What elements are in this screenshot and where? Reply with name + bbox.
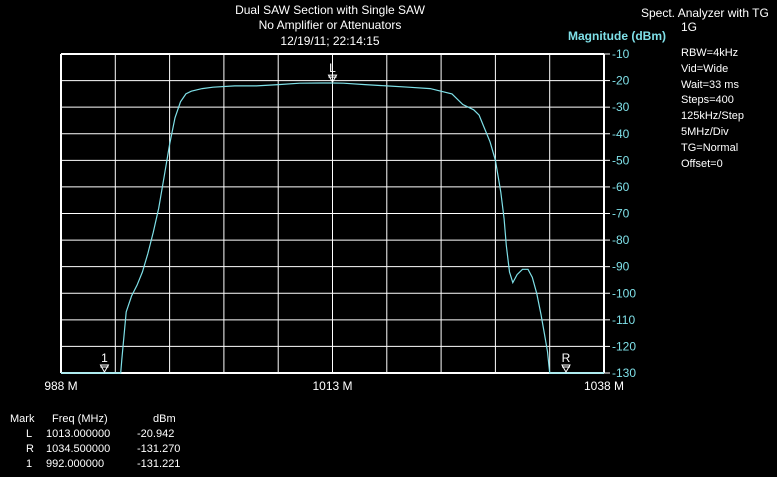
- analyzer-settings: RBW=4kHz Vid=Wide Wait=33 ms Steps=400 125kH…: [681, 46, 744, 172]
- y-tick-label: -120: [612, 339, 636, 353]
- marker-triangle: [561, 364, 571, 374]
- y-tick-label: -20: [612, 74, 630, 88]
- y-tick-label: -50: [612, 153, 630, 167]
- marker-label: 1: [101, 351, 108, 365]
- y-tick-label: -90: [612, 260, 630, 274]
- marker-header-freq: Freq (MHz): [52, 413, 108, 425]
- marker-header-dbm: dBm: [153, 413, 176, 425]
- analyzer-setting: 125kHz/Step: [681, 110, 744, 123]
- marker-row-dbm: -20.942: [137, 428, 175, 440]
- marker-row-dbm: -131.221: [137, 458, 181, 470]
- analyzer-subheading: 1G: [681, 20, 698, 34]
- y-tick-label: -60: [612, 180, 630, 194]
- x-tick-label: 988 M: [44, 379, 77, 393]
- analyzer-setting: Wait=33 ms: [681, 78, 739, 91]
- marker-label: R: [562, 351, 571, 365]
- x-tick-label: 1038 M: [584, 379, 624, 393]
- y-tick-label: -30: [612, 100, 630, 114]
- chart-title-line-2: No Amplifier or Attenuators: [258, 18, 402, 32]
- analyzer-setting: RBW=4kHz: [681, 47, 739, 59]
- y-axis-label: Magnitude (dBm): [568, 29, 666, 43]
- marker-row-mark: 1: [26, 458, 33, 470]
- y-tick-label: -110: [612, 313, 635, 327]
- analyzer-heading: Spect. Analyzer with TG: [641, 6, 769, 20]
- x-tick-label: 1013 M: [312, 379, 352, 393]
- analyzer-setting: Vid=Wide: [681, 62, 729, 75]
- y-tick-label: -40: [612, 127, 630, 141]
- spectrum-trace: [61, 82, 604, 374]
- analyzer-setting: TG=Normal: [681, 141, 739, 154]
- analyzer-setting: 5MHz/Div: [681, 125, 729, 138]
- y-tick-label: -70: [612, 207, 630, 221]
- marker-label: L: [329, 61, 336, 75]
- chart-timestamp: 12/19/11; 22:14:15: [280, 34, 380, 48]
- chart-title-line-1: Dual SAW Section with Single SAW: [235, 3, 425, 17]
- marker-row-dbm: -131.270: [137, 443, 181, 455]
- marker-row-mark: L: [26, 428, 33, 440]
- y-tick-label: -100: [612, 286, 636, 300]
- y-tick-label: -130: [612, 366, 636, 380]
- marker-row-freq: 992.000000: [46, 458, 105, 470]
- marker-row-freq: 1013.000000: [46, 428, 111, 440]
- marker-row-mark: R: [26, 443, 34, 455]
- y-tick-label: -10: [612, 47, 630, 61]
- marker-row-freq: 1034.500000: [46, 443, 111, 455]
- analyzer-setting: Offset=0: [681, 157, 723, 170]
- marker-header-mark: Mark: [10, 413, 35, 425]
- analyzer-setting: Steps=400: [681, 94, 734, 107]
- marker-triangle: [99, 364, 110, 374]
- marker-triangle: [327, 74, 338, 84]
- y-tick-label: -80: [612, 233, 630, 247]
